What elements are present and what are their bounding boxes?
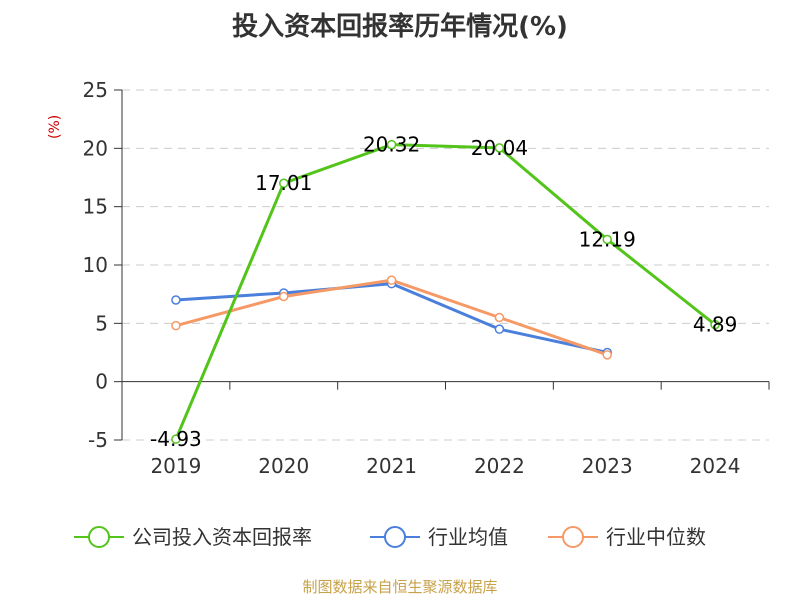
y-tick-label: 25 xyxy=(83,78,108,102)
data-label: 20.32 xyxy=(363,133,420,157)
data-point[interactable] xyxy=(171,320,181,331)
series-line-2 xyxy=(175,278,608,357)
series-line-1 xyxy=(175,282,608,354)
data-label: -4.93 xyxy=(150,427,202,451)
chart-title: 投入资本回报率历年情况(%) xyxy=(232,12,568,42)
data-source-note: 制图数据来自恒生聚源数据库 xyxy=(302,578,498,596)
x-tick-label: 2024 xyxy=(690,454,741,478)
x-tick-label: 2021 xyxy=(366,454,417,478)
series-line-0 xyxy=(174,143,717,440)
y-tick-label: 20 xyxy=(83,136,108,160)
legend-marker xyxy=(88,526,110,548)
data-label: 12.19 xyxy=(579,227,636,251)
data-point[interactable] xyxy=(602,234,612,245)
data-point[interactable] xyxy=(494,143,505,153)
data-point[interactable] xyxy=(279,178,289,188)
data-point[interactable] xyxy=(494,312,505,323)
legend-label[interactable]: 行业均值 xyxy=(428,525,508,549)
data-point[interactable] xyxy=(386,139,397,150)
data-point[interactable] xyxy=(710,319,720,330)
x-tick-label: 2020 xyxy=(258,454,309,478)
y-tick-label: 5 xyxy=(95,311,108,335)
legend-label[interactable]: 公司投入资本回报率 xyxy=(132,525,312,549)
data-label: 17.01 xyxy=(255,171,312,195)
y-tick-label: 0 xyxy=(95,370,108,394)
data-label: 4.89 xyxy=(693,313,738,337)
data-point[interactable] xyxy=(171,434,181,444)
data-point[interactable] xyxy=(602,350,612,360)
y-tick-label: 15 xyxy=(83,195,108,219)
data-point[interactable] xyxy=(386,275,397,285)
y-tick-label: -5 xyxy=(88,428,108,452)
data-point[interactable] xyxy=(279,291,289,302)
data-point[interactable] xyxy=(171,295,181,305)
legend-label[interactable]: 行业中位数 xyxy=(606,525,706,549)
y-tick-label: 10 xyxy=(83,253,108,277)
x-tick-label: 2019 xyxy=(150,454,201,478)
legend-marker xyxy=(562,526,584,548)
data-point[interactable] xyxy=(494,324,505,334)
legend-marker xyxy=(384,526,406,548)
x-tick-label: 2022 xyxy=(474,454,525,478)
data-label: 20.04 xyxy=(471,136,528,160)
x-tick-label: 2023 xyxy=(582,454,633,478)
